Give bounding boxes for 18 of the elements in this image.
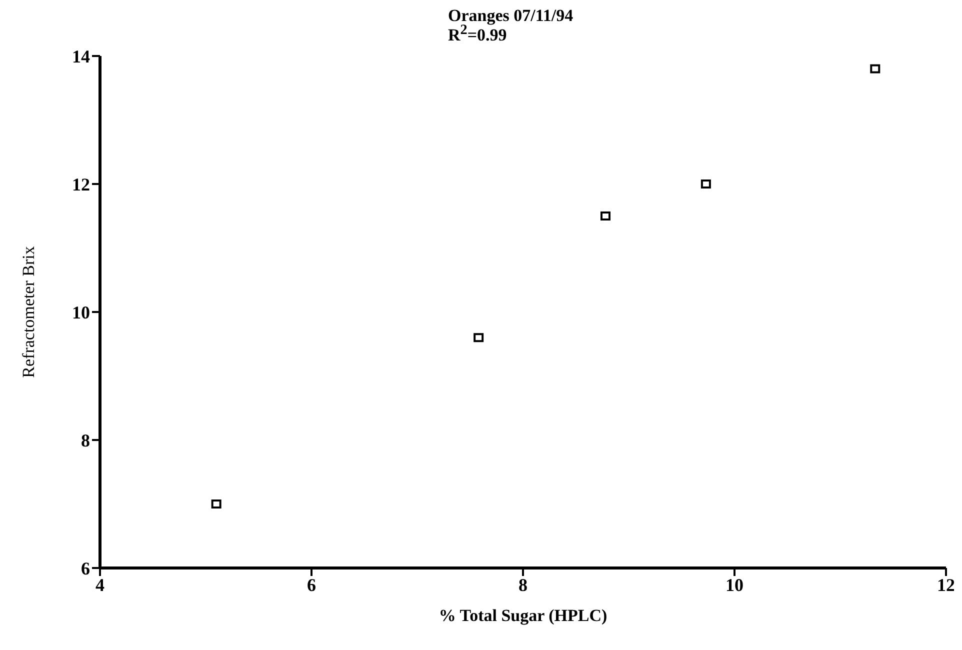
y-tick-label: 14: [72, 46, 90, 66]
chart-title: Oranges 07/11/94: [448, 6, 574, 25]
y-tick-label: 12: [72, 174, 90, 194]
point: [474, 333, 484, 342]
y-axis-title: Refractometer Brix: [19, 246, 38, 378]
point: [700, 180, 711, 188]
point: [600, 212, 610, 220]
point: [211, 500, 222, 508]
x-tick-label: 8: [518, 574, 528, 595]
x-tick-label: 4: [96, 574, 104, 595]
x-tick-label: 12: [937, 574, 955, 595]
y-tick-label: 6: [81, 558, 90, 578]
x-tick-label: 10: [726, 574, 744, 595]
point: [870, 64, 880, 74]
y-tick-label: 10: [72, 302, 90, 322]
y-tick-label: 8: [81, 430, 90, 450]
x-axis-title: % Total Sugar (HPLC): [438, 606, 608, 625]
x-tick-label: 6: [307, 574, 316, 595]
